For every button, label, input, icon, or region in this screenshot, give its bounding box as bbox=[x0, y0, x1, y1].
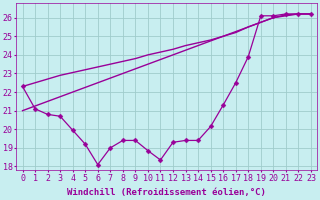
X-axis label: Windchill (Refroidissement éolien,°C): Windchill (Refroidissement éolien,°C) bbox=[67, 188, 266, 197]
